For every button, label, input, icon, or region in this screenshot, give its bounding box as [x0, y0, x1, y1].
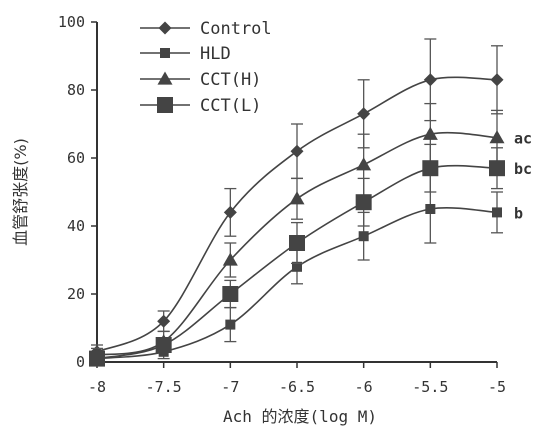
data-point — [292, 261, 302, 272]
x-tick-label: -7 — [221, 378, 239, 396]
data-point — [155, 337, 172, 353]
data-point — [490, 73, 504, 87]
data-point — [425, 204, 436, 214]
data-point — [422, 126, 438, 140]
legend-label: CCT(L) — [200, 96, 261, 116]
legend-marker — [158, 21, 172, 35]
x-axis-ticks: -8 -7.5 -7 -6.5 -6 -5.5 -5 — [88, 362, 506, 396]
y-tick-label: 80 — [67, 81, 85, 99]
data-point — [289, 191, 305, 205]
significance-label: ac — [514, 130, 532, 148]
y-tick-label: 40 — [67, 217, 85, 235]
data-point — [222, 286, 239, 302]
data-point — [157, 314, 171, 328]
data-point — [225, 319, 236, 330]
significance-label: b — [514, 204, 523, 222]
series-group: bc — [89, 143, 532, 367]
x-tick-label: -6 — [355, 378, 373, 396]
legend-item: CCT(H) — [140, 70, 261, 90]
data-point — [357, 107, 371, 121]
y-axis-label: 血管舒张度(%) — [11, 138, 30, 246]
data-point — [489, 160, 505, 177]
data-point — [222, 252, 238, 266]
legend: Control HLD CCT(H) CCT(L) — [140, 19, 272, 116]
legend-marker — [157, 97, 173, 113]
x-tick-label: -6.5 — [279, 378, 315, 396]
x-tick-label: -8 — [88, 378, 106, 396]
data-point — [422, 160, 439, 177]
legend-item: HLD — [140, 44, 231, 64]
data-point — [290, 144, 304, 158]
data-point — [89, 350, 105, 367]
data-point — [356, 157, 372, 171]
data-point — [358, 231, 369, 242]
legend-label: HLD — [200, 44, 231, 64]
x-tick-label: -7.5 — [146, 378, 182, 396]
y-tick-label: 20 — [67, 285, 85, 303]
legend-item: CCT(L) — [140, 96, 261, 116]
x-tick-label: -5 — [488, 378, 506, 396]
data-point — [355, 194, 372, 211]
legend-label: Control — [200, 19, 272, 39]
legend-item: Control — [140, 19, 272, 39]
data-point — [423, 73, 437, 87]
y-tick-label: 0 — [76, 353, 85, 371]
x-axis-label: Ach 的浓度(log M) — [223, 407, 377, 426]
data-point — [492, 207, 502, 218]
data-point — [489, 130, 505, 144]
series-group: b — [91, 174, 523, 364]
legend-marker — [157, 71, 173, 85]
y-axis-ticks: 0 20 40 60 80 100 — [58, 13, 97, 371]
significance-label: bc — [514, 160, 532, 178]
y-tick-label: 60 — [67, 149, 85, 167]
y-tick-label: 100 — [58, 13, 85, 31]
legend-label: CCT(H) — [200, 70, 261, 90]
data-point — [289, 235, 305, 251]
x-tick-label: -5.5 — [412, 378, 448, 396]
legend-marker — [160, 48, 170, 58]
series-layer: b ac bc — [89, 38, 532, 367]
data-point — [223, 205, 237, 219]
